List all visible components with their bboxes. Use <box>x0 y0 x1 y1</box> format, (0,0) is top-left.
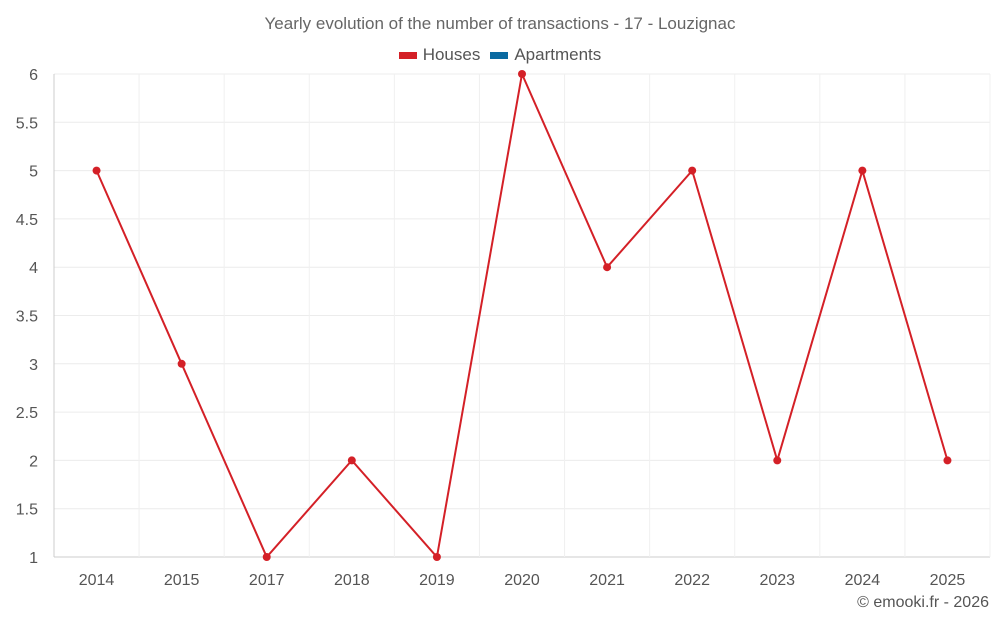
data-point <box>858 166 867 175</box>
chart-title: Yearly evolution of the number of transa… <box>264 14 736 33</box>
legend-swatch-apartments <box>490 51 509 59</box>
x-tick-label: 2024 <box>845 572 881 589</box>
legend-label-apartments: Apartments <box>514 45 602 64</box>
data-point <box>688 166 697 175</box>
legend: Houses Apartments <box>0 45 1000 65</box>
y-tick-label: 2.5 <box>16 405 38 422</box>
y-tick-label: 4 <box>29 260 38 277</box>
data-point <box>92 166 101 175</box>
credit: © emooki.fr - 2026 <box>857 594 989 611</box>
x-tick-label: 2023 <box>759 572 795 589</box>
legend-swatch-houses <box>398 51 417 59</box>
y-tick-label: 3.5 <box>16 309 38 326</box>
y-tick-label: 1 <box>29 550 38 567</box>
y-tick-label: 5 <box>29 164 38 181</box>
data-point <box>177 359 186 368</box>
legend-label-houses: Houses <box>422 45 481 64</box>
x-tick-label: 2014 <box>79 572 115 589</box>
x-tick-label: 2021 <box>589 572 625 589</box>
data-point <box>262 553 271 561</box>
x-tick-label: 2025 <box>930 572 966 589</box>
data-point <box>773 456 782 465</box>
x-tick-label: 2022 <box>674 572 710 589</box>
data-point <box>603 263 612 272</box>
data-point <box>943 456 952 465</box>
y-tick-label: 4.5 <box>16 212 38 229</box>
y-tick-label: 3 <box>29 357 38 374</box>
x-tick-label: 2018 <box>334 572 370 589</box>
y-tick-label: 1.5 <box>16 502 38 519</box>
x-tick-label: 2020 <box>504 572 540 589</box>
x-tick-label: 2017 <box>249 572 285 589</box>
data-point <box>518 70 526 78</box>
data-point <box>347 456 356 465</box>
x-tick-label: 2019 <box>419 572 455 589</box>
x-tick-label: 2015 <box>164 572 200 589</box>
y-tick-label: 5.5 <box>16 115 38 132</box>
y-tick-label: 2 <box>29 453 38 470</box>
y-tick-label: 6 <box>29 67 38 84</box>
legend-item-houses[interactable]: Houses <box>398 45 481 65</box>
data-point <box>432 553 441 561</box>
legend-item-apartments[interactable]: Apartments <box>490 45 601 65</box>
